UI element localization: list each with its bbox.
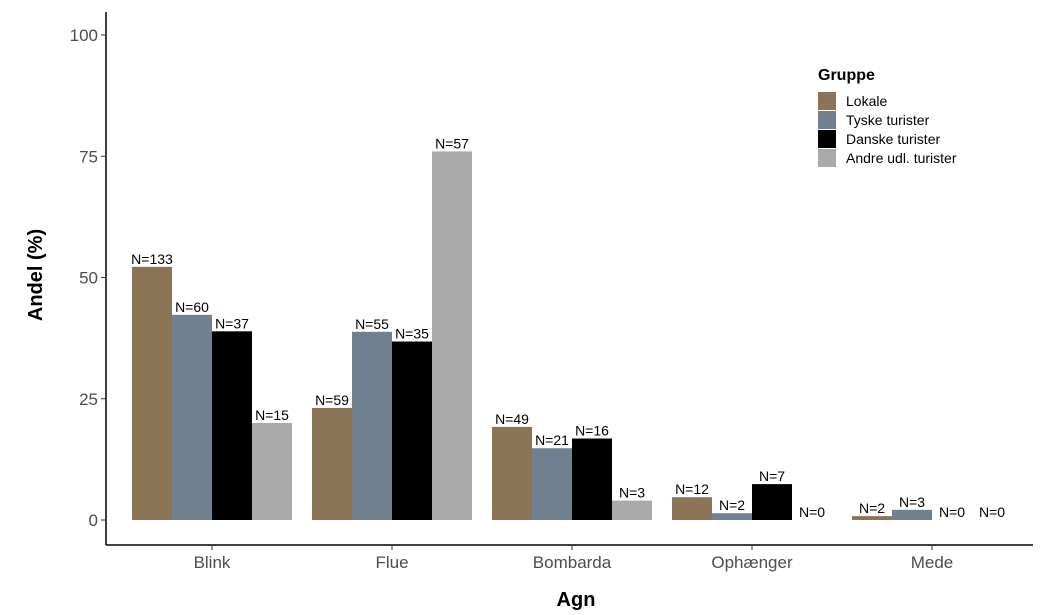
bar-data-label: N=49 <box>495 411 529 427</box>
axes: 0 25 50 75 100 Blink Flue Bombarda Ophænger Mede <box>70 12 1033 572</box>
bar-data-label: N=21 <box>535 432 569 448</box>
bar-data-label: N=37 <box>215 315 249 331</box>
bar-data-label: N=15 <box>255 407 289 423</box>
bar <box>852 516 892 520</box>
bar <box>492 426 532 520</box>
bar-data-label: N=60 <box>175 299 209 315</box>
y-tick-label: 100 <box>70 26 98 45</box>
x-tick-label: Bombarda <box>533 553 612 572</box>
bar-data-label: N=0 <box>799 504 825 520</box>
legend-swatch <box>818 92 836 110</box>
x-axis-title: Agn <box>557 589 596 611</box>
bar <box>312 407 352 520</box>
legend-label: Lokale <box>846 93 887 109</box>
legend-label: Andre udl. turister <box>846 150 957 166</box>
legend-swatch <box>818 130 836 148</box>
bar-data-label: N=16 <box>575 423 609 439</box>
bar <box>432 151 472 520</box>
bar-data-label: N=3 <box>619 485 645 501</box>
bar <box>892 509 932 520</box>
x-tick-label: Blink <box>194 553 231 572</box>
x-tick-label: Mede <box>911 553 954 572</box>
bar <box>532 448 572 520</box>
bar-data-label: N=57 <box>435 135 469 151</box>
legend-label: Tyske turister <box>846 112 930 128</box>
bar-data-label: N=35 <box>395 326 429 342</box>
bar <box>172 314 212 520</box>
bar <box>712 513 752 520</box>
bar-data-label: N=2 <box>859 500 885 516</box>
bar-data-label: N=7 <box>759 468 785 484</box>
y-tick-label: 75 <box>79 147 98 166</box>
legend-swatch <box>818 149 836 167</box>
bar <box>252 423 292 520</box>
bar <box>572 438 612 520</box>
bar <box>612 500 652 520</box>
bar-data-label: N=12 <box>675 481 709 497</box>
bar <box>672 497 712 520</box>
bar-data-label: N=2 <box>719 497 745 513</box>
y-tick-label: 50 <box>79 269 98 288</box>
legend-swatch <box>818 111 836 129</box>
y-axis-title: Andel (%) <box>25 229 47 321</box>
plot-area: N=133 N=60 N=37 N=15 N=59 N=55 N=35 N=57 N=49 N=2… <box>131 135 1005 520</box>
legend-title: Gruppe <box>818 67 875 84</box>
x-tick-label: Ophænger <box>711 553 793 572</box>
bar <box>132 266 172 520</box>
bar-data-label: N=133 <box>131 251 173 267</box>
bar <box>212 331 252 520</box>
y-tick-label: 25 <box>79 390 98 409</box>
x-tick-label: Flue <box>375 553 408 572</box>
bar <box>392 341 432 520</box>
legend: Gruppe Lokale Tyske turister Danske turiste… <box>818 67 957 167</box>
bar <box>352 331 392 520</box>
bar-data-label: N=0 <box>939 504 965 520</box>
bar-data-label: N=0 <box>979 504 1005 520</box>
y-tick-label: 0 <box>89 511 98 530</box>
bar-data-label: N=55 <box>355 316 389 332</box>
bar-data-label: N=59 <box>315 392 349 408</box>
bar-data-label: N=3 <box>899 494 925 510</box>
bar <box>752 484 792 520</box>
legend-label: Danske turister <box>846 131 940 147</box>
